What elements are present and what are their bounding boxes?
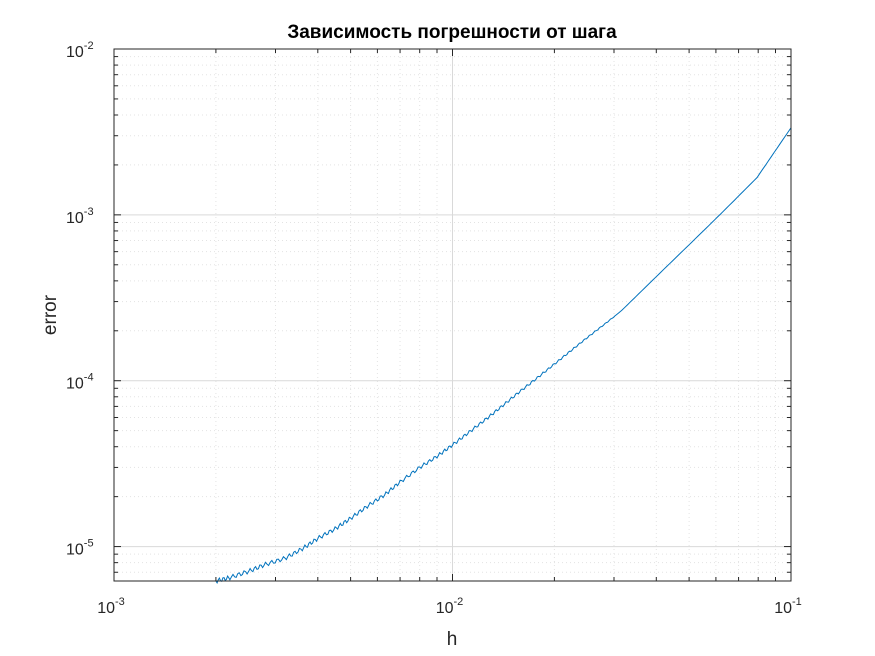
y-tick-label: 10-3 — [66, 206, 94, 227]
x-tick-labels: 10-3 10-2 10-1 — [97, 596, 802, 617]
chart-title: Зависимость погрешности от шага — [287, 22, 617, 43]
series-line — [215, 127, 792, 585]
y-tick-label: 10-2 — [66, 40, 94, 61]
y-tick-label: 10-4 — [66, 372, 94, 393]
series-layer — [215, 127, 792, 585]
y-tick-labels: 10-5 10-4 10-3 10-2 — [66, 40, 94, 559]
tick-marks — [113, 48, 792, 581]
y-tick-label: 10-5 — [66, 538, 94, 559]
y-axis-label: error — [40, 294, 61, 335]
x-axis-label: h — [447, 629, 458, 650]
x-tick-label: 10-3 — [97, 596, 125, 617]
minor-grid — [114, 49, 791, 581]
x-tick-label: 10-1 — [774, 596, 802, 617]
x-tick-label: 10-2 — [436, 596, 464, 617]
